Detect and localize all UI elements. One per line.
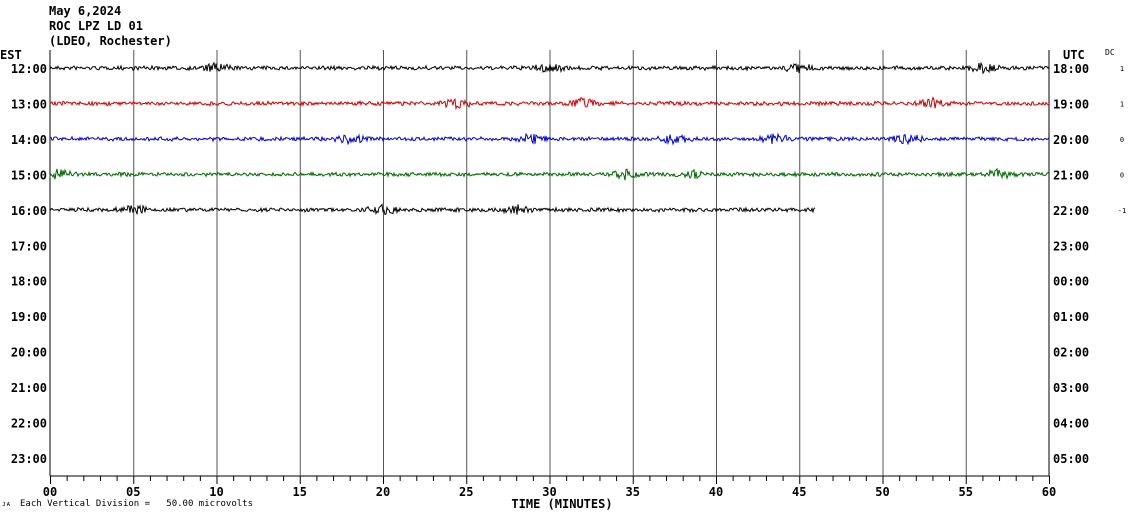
x-tick-label-50: 50 [875,485,889,499]
x-tick-label-15: 15 [293,485,307,499]
utc-row-label: 02:00 [1053,346,1089,360]
utc-row-label: 01:00 [1053,310,1089,324]
dc-offset-label: 1 [1120,65,1124,73]
est-row-label: 15:00 [11,168,47,182]
x-tick-label-55: 55 [959,485,973,499]
utc-row-label: 20:00 [1053,133,1089,147]
utc-row-label: 23:00 [1053,239,1089,253]
dc-offset-label: -1 [1118,207,1126,215]
dc-offset-label: 1 [1120,100,1124,108]
corner-mark: ᴊᴀ [2,500,11,508]
utc-row-label: 22:00 [1053,204,1089,218]
utc-label: UTC [1063,48,1085,62]
utc-row-label: 00:00 [1053,275,1089,289]
est-row-label: 20:00 [11,346,47,360]
network-name: (LDEO, Rochester) [49,34,172,48]
est-row-label: 18:00 [11,275,47,289]
station-code: ROC LPZ LD 01 [49,19,143,33]
dc-offset-label: 0 [1120,171,1124,179]
x-tick-label-20: 20 [376,485,390,499]
x-tick-label-35: 35 [626,485,640,499]
utc-row-label: 19:00 [1053,97,1089,111]
est-row-label: 22:00 [11,417,47,431]
utc-row-label: 18:00 [1053,62,1089,76]
est-label: EST [0,48,22,62]
x-tick-label-45: 45 [792,485,806,499]
dc-offset-label: 0 [1120,136,1124,144]
x-axis-title: TIME (MINUTES) [511,497,612,511]
dc-label: DC [1105,48,1115,57]
trace-1200 [49,61,1050,75]
chart-date: May 6,2024 [49,4,122,18]
x-tick-label-40: 40 [709,485,723,499]
est-row-label: 21:00 [11,381,47,395]
utc-row-label: 21:00 [1053,168,1089,182]
utc-row-label: 05:00 [1053,452,1089,466]
x-tick-label-05: 05 [126,485,140,499]
x-tick-label-60: 60 [1042,485,1056,499]
x-tick-label-30: 30 [542,485,556,499]
x-tick-label-25: 25 [459,485,473,499]
utc-row-label: 04:00 [1053,417,1089,431]
est-row-label: 19:00 [11,310,47,324]
trace-1500 [49,167,1050,181]
x-tick-label-10: 10 [209,485,223,499]
est-row-label: 23:00 [11,452,47,466]
est-row-label: 13:00 [11,97,47,111]
est-row-label: 17:00 [11,239,47,253]
est-row-label: 14:00 [11,133,47,147]
trace-1300 [49,96,1050,111]
est-row-label: 12:00 [11,62,47,76]
est-row-label: 16:00 [11,204,47,218]
scale-note: Each Vertical Division = 50.00 microvolt… [20,499,253,509]
trace-1400 [49,132,1050,146]
x-tick-label-00: 00 [43,485,57,499]
utc-row-label: 03:00 [1053,381,1089,395]
trace-1600 [49,203,816,216]
